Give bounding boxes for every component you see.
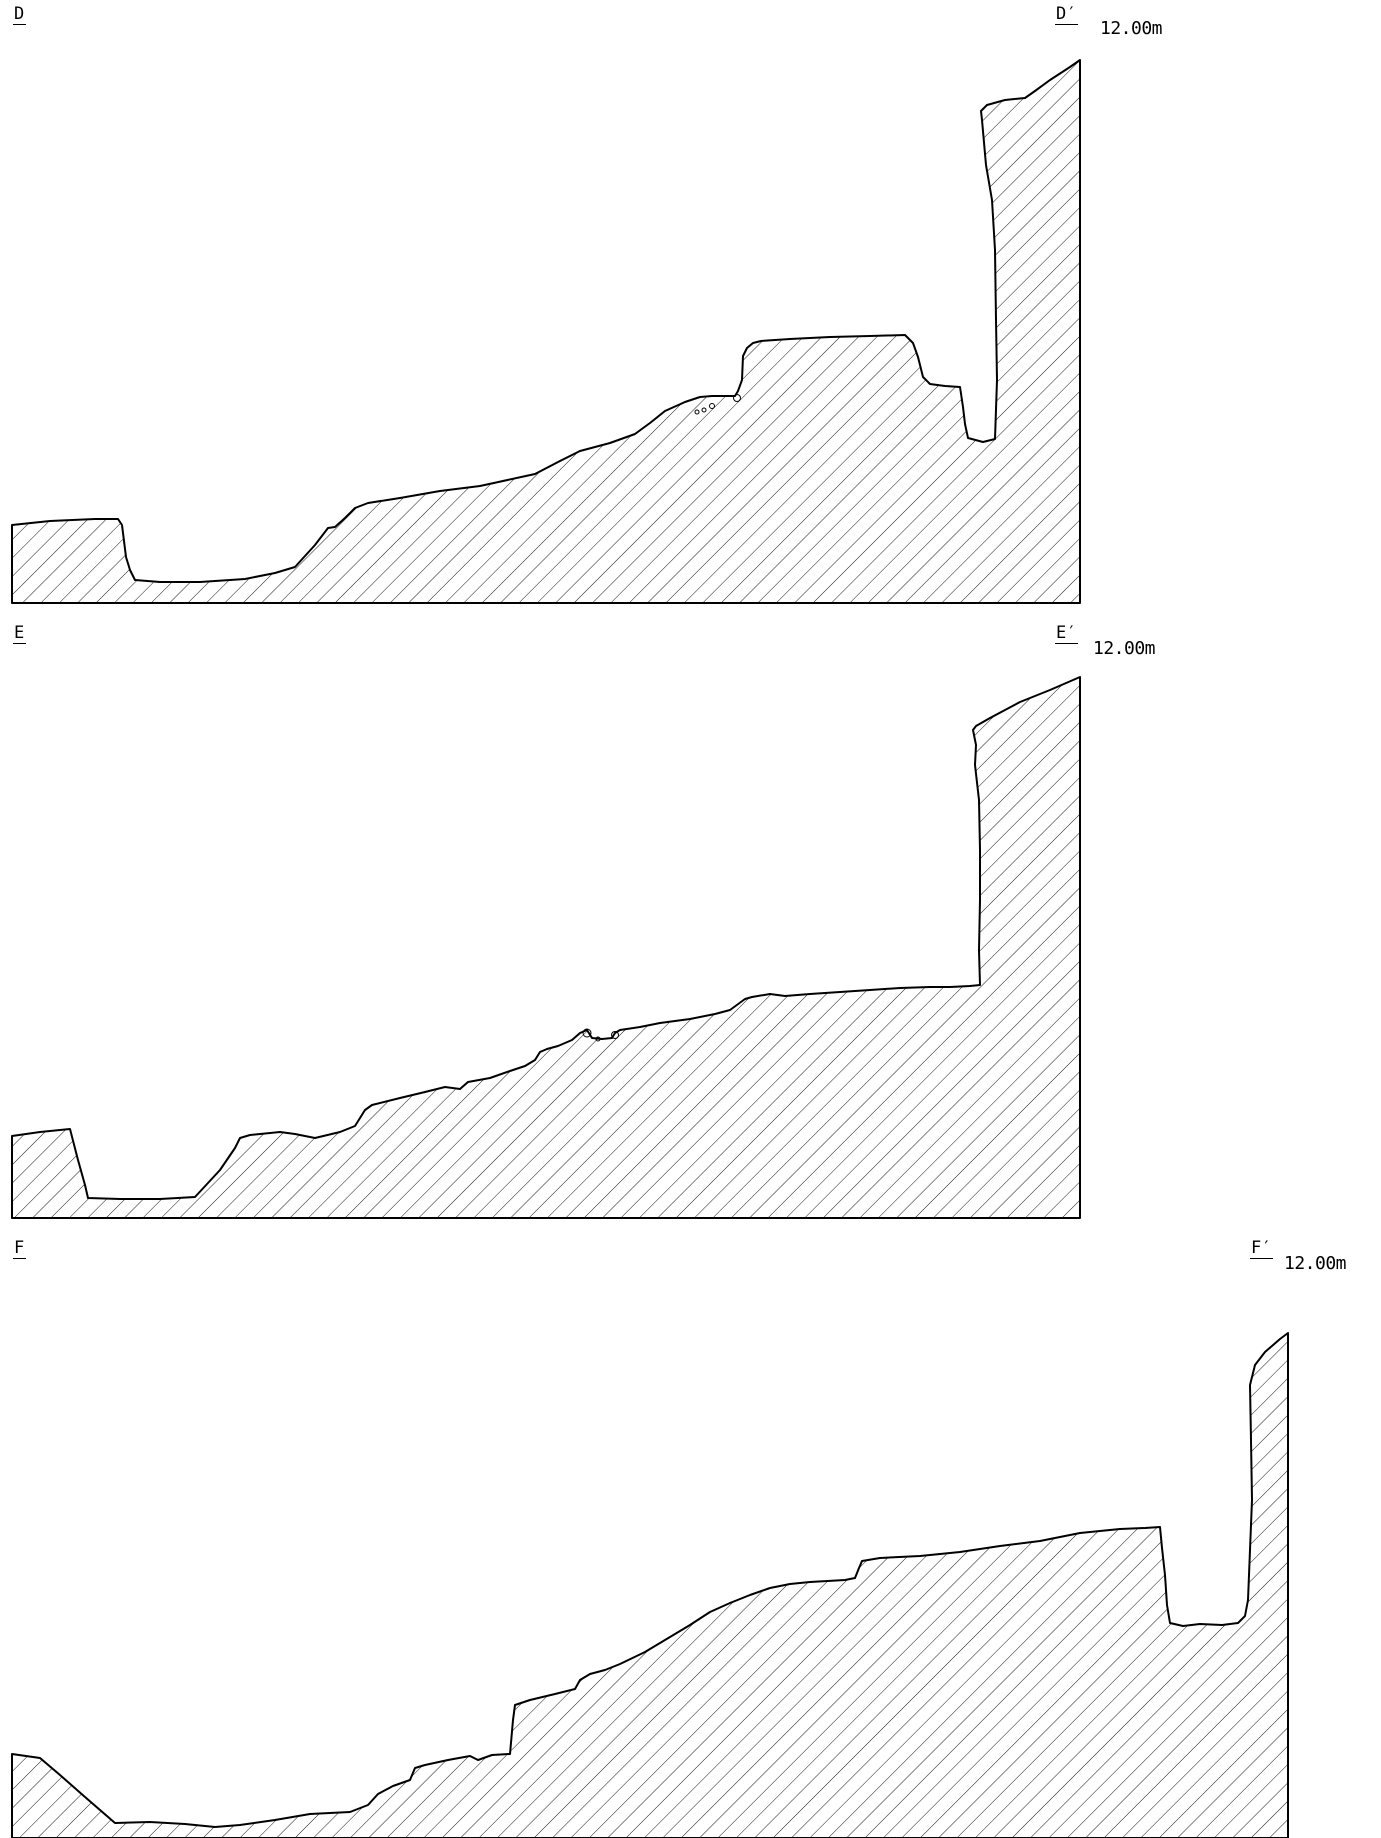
section-d-elevation: 12.00m [1100, 18, 1163, 39]
section-e-profile [11, 676, 1081, 1219]
section-d-left-label: D [13, 4, 27, 25]
section-d-profile [11, 59, 1081, 604]
section-f-elevation: 12.00m [1284, 1253, 1347, 1274]
section-e-ground [11, 676, 1081, 1219]
section-e-right-label: E′ [1055, 623, 1079, 644]
section-f-profile [11, 1332, 1289, 1838]
section-e-elevation: 12.00m [1093, 638, 1156, 659]
section-d-ground [11, 59, 1081, 604]
section-f-right-label: F′ [1250, 1238, 1274, 1259]
section-e-left-label: E [13, 623, 27, 644]
section-e-small-stones [582, 1028, 619, 1042]
section-d-small-stones [694, 394, 741, 415]
section-f-left-label: F [13, 1238, 27, 1259]
section-d-right-label: D′ [1055, 4, 1079, 25]
section-f-ground [11, 1332, 1289, 1838]
